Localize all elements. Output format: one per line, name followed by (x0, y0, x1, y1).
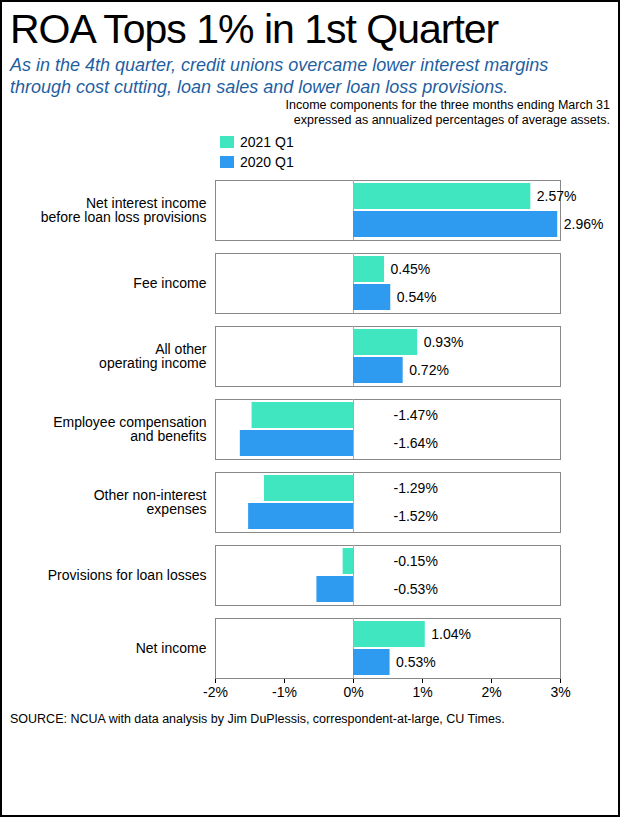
svg-text:-2%: -2% (203, 684, 228, 700)
svg-text:2.57%: 2.57% (537, 188, 577, 204)
svg-text:3%: 3% (550, 684, 570, 700)
svg-text:0.93%: 0.93% (424, 334, 464, 350)
svg-text:All otheroperating income: All otheroperating income (99, 341, 207, 371)
svg-text:0.53%: 0.53% (396, 654, 436, 670)
svg-text:-0.53%: -0.53% (394, 581, 438, 597)
svg-text:Net interest incomebefore loan: Net interest incomebefore loan loss prov… (41, 195, 207, 225)
svg-text:2%: 2% (481, 684, 501, 700)
svg-text:Net income: Net income (136, 640, 207, 656)
svg-text:1%: 1% (412, 684, 432, 700)
svg-text:0.54%: 0.54% (397, 289, 437, 305)
html-text:2021 Q1: 2021 Q1 (240, 134, 294, 150)
svg-text:-1.64%: -1.64% (394, 435, 438, 451)
svg-text:0.72%: 0.72% (409, 362, 449, 378)
svg-text:Other non-interestexpenses: Other non-interestexpenses (94, 487, 207, 517)
svg-text:2.96%: 2.96% (564, 216, 604, 232)
svg-text:0.45%: 0.45% (391, 261, 431, 277)
html-text:2020 Q1: 2020 Q1 (240, 154, 294, 170)
svg-text:-1.47%: -1.47% (394, 407, 438, 423)
svg-text:-1.29%: -1.29% (394, 480, 438, 496)
html-text:expressed as annualized percen: expressed as annualized percentages of a… (293, 113, 610, 127)
svg-text:-0.15%: -0.15% (394, 553, 438, 569)
svg-text:Employee compensationand benef: Employee compensationand benefits (53, 414, 206, 444)
html-text:Income components for the thre: Income components for the three months e… (285, 98, 610, 112)
svg-text:-1.52%: -1.52% (394, 508, 438, 524)
svg-text:Fee income: Fee income (133, 275, 206, 291)
svg-text:1.04%: 1.04% (431, 626, 471, 642)
svg-text:Provisions for loan losses: Provisions for loan losses (48, 567, 207, 583)
html-text:ROA Tops 1% in 1st Quarter: ROA Tops 1% in 1st Quarter (10, 6, 499, 52)
svg-text:-1%: -1% (272, 684, 297, 700)
html-text:SOURCE: NCUA with data analysi: SOURCE: NCUA with data analysis by Jim D… (10, 712, 505, 726)
svg-text:0%: 0% (343, 684, 363, 700)
html-text:As in the 4th quarter, credit: As in the 4th quarter, credit unions ove… (10, 55, 549, 97)
